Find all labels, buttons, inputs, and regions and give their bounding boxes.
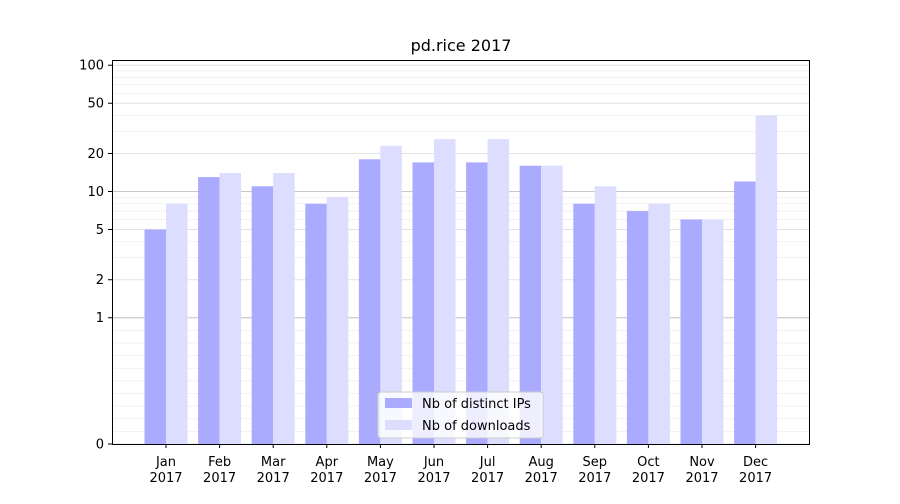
bar-downloads-feb — [219, 173, 242, 444]
y-tick-label: 0 — [96, 438, 104, 453]
bar-distinct-ips-jun — [412, 162, 434, 444]
bar-distinct-ips-feb — [198, 177, 220, 445]
bar-downloads-jan — [166, 203, 188, 444]
x-tick-label-month: Oct — [637, 455, 659, 470]
x-tick-label-year: 2017 — [525, 471, 558, 486]
legend-label-ips: Nb of distinct IPs — [422, 397, 531, 412]
bar-downloads-mar — [273, 173, 295, 444]
bar-distinct-ips-jul — [466, 162, 488, 444]
x-tick-label-month: Mar — [261, 455, 286, 470]
y-tick-label: 1 — [96, 311, 104, 326]
bar-distinct-ips-apr — [305, 203, 327, 444]
x-tick-label-month: Sep — [583, 455, 608, 470]
bar-downloads-oct — [648, 203, 670, 444]
x-tick-label-year: 2017 — [578, 471, 611, 486]
x-tick-label-year: 2017 — [739, 471, 772, 486]
x-tick-label-year: 2017 — [632, 471, 665, 486]
x-tick-label-month: Jun — [423, 455, 444, 470]
bar-downloads-dec — [755, 115, 778, 445]
bar-downloads-jun — [434, 139, 456, 444]
x-tick-label-year: 2017 — [149, 471, 182, 486]
y-tick-label: 5 — [96, 223, 104, 238]
plot-frame — [112, 60, 810, 445]
bar-distinct-ips-dec — [734, 181, 756, 444]
x-axis: Jan2017Feb2017Mar2017Apr2017May2017Jun20… — [149, 444, 772, 486]
y-axis: 0 1 2 5 10 20 50 100 — [79, 59, 112, 453]
legend-swatch-ips — [385, 398, 412, 408]
y-tick-label: 50 — [87, 97, 104, 112]
bar-distinct-ips-sep — [573, 203, 595, 444]
x-tick-label-month: Jul — [479, 455, 496, 470]
legend-box — [377, 391, 544, 439]
x-tick-label-month: May — [367, 455, 394, 470]
bar-distinct-ips-may — [358, 159, 381, 445]
bar-downloads-nov — [702, 219, 724, 444]
bar-distinct-ips-oct — [626, 211, 649, 444]
bar-distinct-ips-nov — [680, 219, 702, 444]
x-tick-label-month: Jan — [155, 455, 176, 470]
x-tick-label-month: Dec — [743, 455, 768, 470]
bars — [144, 115, 778, 445]
bar-distinct-ips-jan — [144, 229, 166, 444]
legend-label-downloads: Nb of downloads — [422, 419, 531, 434]
bar-downloads-apr — [326, 197, 349, 444]
x-tick-label-month: Feb — [208, 455, 231, 470]
x-tick-label-year: 2017 — [417, 471, 450, 486]
y-tick-label: 100 — [79, 59, 104, 74]
bar-distinct-ips-aug — [519, 165, 542, 444]
x-tick-label-year: 2017 — [471, 471, 504, 486]
x-tick-label-year: 2017 — [364, 471, 397, 486]
x-tick-label-year: 2017 — [685, 471, 718, 486]
x-tick-label-month: Nov — [689, 455, 715, 470]
x-tick-label-month: Apr — [316, 455, 339, 470]
y-tick-label: 2 — [96, 273, 104, 288]
legend: Nb of distinct IPs Nb of downloads — [377, 391, 544, 439]
y-tick-label: 10 — [87, 185, 104, 200]
chart-title: pd.rice 2017 — [411, 36, 512, 55]
x-tick-label-year: 2017 — [310, 471, 343, 486]
x-tick-label-year: 2017 — [203, 471, 236, 486]
bar-downloads-may — [380, 145, 402, 444]
x-tick-label-year: 2017 — [257, 471, 290, 486]
bar-downloads-sep — [594, 186, 617, 445]
bar-downloads-aug — [541, 165, 563, 444]
legend-swatch-downloads — [385, 420, 412, 430]
bar-downloads-jul — [487, 139, 510, 444]
x-tick-label-month: Aug — [529, 455, 554, 470]
y-tick-label: 20 — [87, 147, 104, 162]
bar-distinct-ips-mar — [251, 186, 274, 445]
